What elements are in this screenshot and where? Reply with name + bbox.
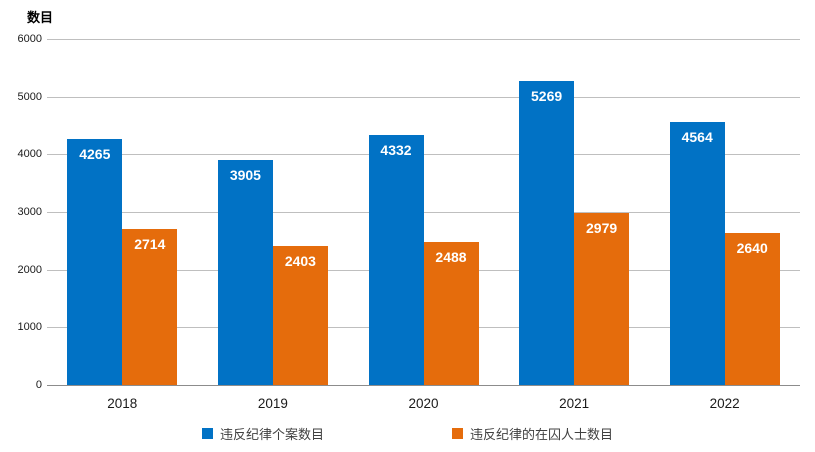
plot-area: 4265 2714 3905 2403 4332 2488 5269 2979 4564 2640 [47, 39, 800, 386]
y-tick-label: 0 [35, 379, 42, 391]
y-axis-title: 数目 [27, 10, 54, 25]
bar-2020-series-0: 4332 [368, 135, 424, 385]
bar-2020-series-1: 2488 [423, 241, 479, 385]
bar-value-label: 3905 [229, 166, 261, 183]
bar-2018-series-1: 2714 [122, 228, 178, 385]
y-tick-label: 1000 [17, 321, 42, 334]
x-tick-label-2020: 2020 [408, 396, 439, 411]
legend-marker-icon [201, 428, 213, 439]
y-tick-label: 3000 [17, 206, 42, 218]
gridline-5000 [47, 96, 800, 98]
y-tick-label: 4000 [17, 148, 42, 161]
gridline-4000 [47, 154, 800, 156]
bar-2018-series-0: 4265 [67, 139, 123, 385]
bar-value-label: 5269 [531, 88, 563, 105]
x-tick-label-2018: 2018 [107, 396, 138, 411]
bar-value-label: 4332 [380, 142, 412, 159]
gridline-6000 [47, 39, 800, 40]
legend-marker-icon [452, 428, 463, 439]
bar-value-label: 2488 [435, 248, 467, 265]
bar-2019-series-1: 2403 [272, 246, 328, 385]
bar-value-label: 2979 [586, 220, 618, 237]
bar-value-label: 2403 [284, 253, 316, 270]
legend-label: 违反纪律个案数目 [219, 427, 324, 442]
bar-value-label: 2714 [134, 235, 166, 252]
x-axis-line [47, 385, 800, 386]
bar-2021-series-1: 2979 [574, 213, 630, 385]
y-tick-label: 6000 [17, 33, 42, 45]
bar-value-label: 4564 [681, 128, 713, 145]
bar-value-label: 2640 [736, 239, 768, 256]
y-tick-label: 2000 [17, 263, 42, 276]
gridline-3000 [47, 212, 800, 213]
bar-2019-series-0: 3905 [217, 159, 273, 385]
legend-item-series-0: 违反纪律个案数目 [201, 424, 324, 443]
bar-2021-series-0: 5269 [519, 81, 575, 385]
legend-item-series-1: 违反纪律的在囚人士数目 [452, 424, 613, 443]
x-tick-label-2019: 2019 [257, 396, 288, 411]
x-tick-label-2021: 2021 [559, 396, 590, 411]
x-tick-label-2022: 2022 [709, 396, 740, 411]
legend: 违反纪律个案数目 违反纪律的在囚人士数目 [0, 424, 815, 443]
bar-value-label: 4265 [79, 146, 111, 163]
bar-2022-series-1: 2640 [724, 232, 780, 385]
bar-2022-series-0: 4564 [669, 121, 725, 385]
legend-label: 违反纪律的在囚人士数目 [470, 427, 614, 442]
y-tick-label: 5000 [17, 90, 42, 103]
